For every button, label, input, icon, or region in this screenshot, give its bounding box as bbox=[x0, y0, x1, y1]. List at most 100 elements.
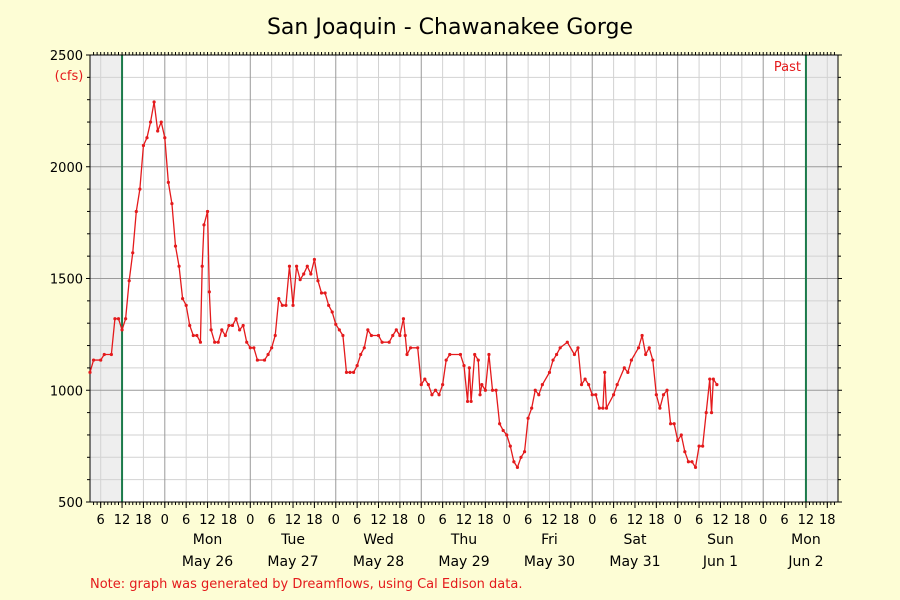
flow-data-point bbox=[252, 346, 256, 350]
flow-data-point bbox=[99, 358, 103, 362]
x-tick-label: 6 bbox=[353, 513, 361, 528]
flow-data-point bbox=[152, 100, 156, 104]
flow-data-point bbox=[205, 209, 210, 214]
x-tick-label: 12 bbox=[712, 513, 729, 528]
flow-data-point bbox=[612, 393, 616, 397]
flow-data-point bbox=[408, 346, 413, 350]
flow-data-point bbox=[426, 383, 430, 387]
flow-data-point bbox=[679, 433, 683, 437]
flow-data-point bbox=[579, 383, 584, 387]
flow-data-point bbox=[255, 358, 260, 362]
day-date-label: Jun 2 bbox=[787, 554, 823, 570]
flow-data-point bbox=[344, 370, 349, 374]
flow-data-point bbox=[366, 328, 370, 332]
flow-data-point bbox=[683, 450, 687, 454]
flow-data-point bbox=[398, 333, 402, 338]
day-date-label: May 29 bbox=[438, 554, 489, 570]
flow-data-point bbox=[636, 346, 641, 350]
flow-data-point bbox=[380, 340, 384, 344]
flow-data-point bbox=[355, 364, 359, 368]
flow-data-point bbox=[248, 346, 252, 350]
flow-data-point bbox=[359, 352, 363, 357]
flow-data-point bbox=[490, 388, 495, 392]
flow-data-point bbox=[291, 303, 295, 307]
day-date-label: May 28 bbox=[353, 554, 404, 570]
flow-data-point bbox=[622, 366, 626, 370]
x-tick-label: 0 bbox=[417, 513, 425, 528]
flow-data-point bbox=[348, 370, 352, 374]
flow-data-point bbox=[494, 388, 498, 392]
flow-data-point bbox=[131, 251, 135, 255]
flow-data-point bbox=[341, 333, 345, 338]
flow-data-point bbox=[270, 346, 274, 350]
flow-data-point bbox=[102, 352, 106, 357]
x-tick-label: 18 bbox=[135, 513, 152, 528]
flow-data-point bbox=[615, 383, 619, 387]
flow-data-point bbox=[351, 370, 356, 374]
x-tick-label: 12 bbox=[798, 513, 815, 528]
flow-data-point bbox=[330, 310, 334, 314]
flow-data-point bbox=[337, 328, 341, 332]
flow-data-point bbox=[576, 346, 580, 350]
flow-data-point bbox=[294, 264, 299, 268]
flow-data-point bbox=[401, 317, 406, 321]
flow-data-point bbox=[334, 322, 338, 326]
flow-data-point bbox=[448, 352, 452, 357]
flow-data-point bbox=[191, 333, 195, 338]
flow-data-point bbox=[603, 370, 607, 374]
flow-data-point bbox=[287, 264, 292, 268]
flow-data-point bbox=[148, 120, 153, 124]
flow-data-point bbox=[465, 399, 470, 404]
flow-data-point bbox=[590, 393, 594, 397]
flow-data-point bbox=[644, 352, 648, 357]
flow-data-point bbox=[476, 358, 480, 362]
flow-data-point bbox=[177, 264, 181, 268]
day-weekday-label: Tue bbox=[280, 532, 305, 548]
flow-data-point bbox=[209, 328, 213, 332]
flow-data-point bbox=[207, 290, 211, 294]
flow-data-point bbox=[327, 303, 331, 307]
flow-data-point bbox=[127, 279, 131, 283]
flow-data-point bbox=[109, 352, 113, 357]
flow-data-point bbox=[91, 358, 96, 362]
flow-data-point bbox=[238, 328, 242, 332]
flow-data-point bbox=[583, 377, 587, 381]
flow-data-point bbox=[458, 352, 463, 357]
flow-data-point bbox=[433, 388, 438, 392]
day-date-label: May 27 bbox=[267, 554, 318, 570]
day-date-label: May 31 bbox=[609, 554, 660, 570]
flow-data-point bbox=[480, 383, 484, 387]
flow-data-point bbox=[519, 455, 523, 459]
flow-data-point bbox=[391, 333, 395, 338]
flow-data-point bbox=[708, 377, 712, 381]
flow-data-point bbox=[394, 328, 398, 332]
flow-data-point bbox=[116, 317, 121, 321]
flow-data-point bbox=[640, 333, 644, 338]
x-tick-label: 12 bbox=[114, 513, 131, 528]
x-tick-label: 6 bbox=[609, 513, 617, 528]
flow-data-point bbox=[277, 297, 281, 301]
x-tick-label: 6 bbox=[268, 513, 276, 528]
x-tick-label: 18 bbox=[819, 513, 836, 528]
flow-data-point bbox=[711, 377, 715, 381]
flow-data-point bbox=[462, 364, 466, 368]
flow-data-point bbox=[230, 323, 235, 328]
day-date-label: Jun 1 bbox=[702, 554, 738, 570]
y-tick-label: 1000 bbox=[50, 384, 83, 399]
flow-data-point bbox=[302, 272, 306, 276]
x-tick-label: 12 bbox=[627, 513, 644, 528]
flow-data-point bbox=[227, 323, 231, 328]
flow-data-point bbox=[234, 317, 238, 321]
flow-data-point bbox=[430, 393, 434, 397]
flow-data-point bbox=[478, 393, 482, 397]
flow-data-point bbox=[483, 388, 487, 392]
flow-data-point bbox=[515, 465, 520, 469]
y-tick-label: 500 bbox=[58, 496, 83, 511]
flow-data-point bbox=[597, 406, 601, 410]
x-tick-label: 6 bbox=[97, 513, 105, 528]
flow-data-point bbox=[416, 346, 420, 350]
flow-data-point bbox=[241, 323, 245, 328]
flow-data-point bbox=[200, 264, 204, 268]
flow-data-point bbox=[508, 444, 512, 448]
